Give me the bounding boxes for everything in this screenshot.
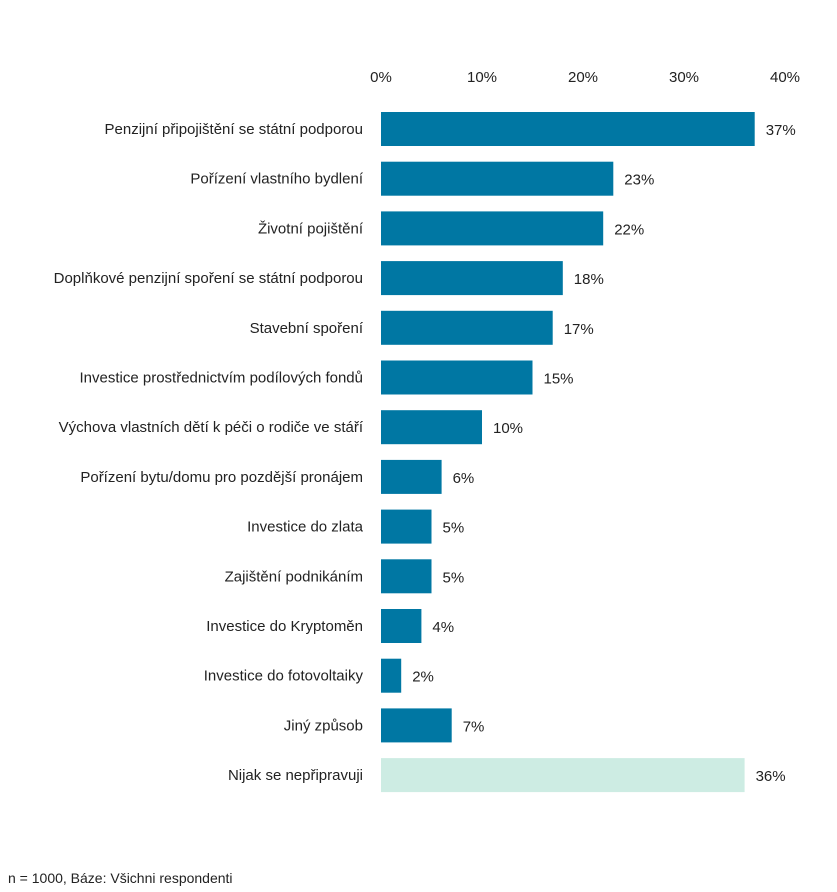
bar bbox=[381, 211, 604, 246]
category-label: Nijak se nepřipravuji bbox=[228, 767, 363, 784]
category-label: Investice do zlata bbox=[247, 519, 364, 536]
data-label: 2% bbox=[412, 669, 434, 686]
x-tick-label: 40% bbox=[770, 69, 800, 86]
category-label: Zajištění podnikáním bbox=[225, 568, 363, 585]
data-label: 6% bbox=[453, 470, 475, 487]
bar bbox=[381, 509, 432, 544]
x-tick-label: 30% bbox=[669, 69, 699, 86]
bar bbox=[381, 261, 563, 296]
bar bbox=[381, 161, 614, 196]
category-label: Investice prostřednictvím podílových fon… bbox=[80, 370, 363, 387]
data-label: 17% bbox=[564, 321, 594, 338]
bar bbox=[381, 559, 432, 594]
bar bbox=[381, 758, 745, 793]
data-label: 10% bbox=[493, 420, 523, 437]
category-label: Pořízení bytu/domu pro pozdější pronájem bbox=[80, 469, 363, 486]
x-tick-label: 20% bbox=[568, 69, 598, 86]
x-tick-label: 10% bbox=[467, 69, 497, 86]
bar bbox=[381, 410, 482, 445]
category-label: Stavební spoření bbox=[250, 320, 364, 337]
data-label: 36% bbox=[756, 768, 786, 785]
bar bbox=[381, 459, 442, 494]
data-label: 5% bbox=[443, 569, 465, 586]
data-label: 4% bbox=[432, 619, 454, 636]
data-label: 7% bbox=[463, 718, 485, 735]
bar bbox=[381, 360, 533, 395]
bar-chart: 0% 10% 20% 30% 40% Penzijní připojištění se s… bbox=[54, 69, 800, 793]
bar bbox=[381, 112, 755, 146]
data-label: 23% bbox=[624, 172, 654, 189]
category-label: Doplňkové penzijní spoření se státní pod… bbox=[54, 270, 363, 287]
data-label: 22% bbox=[614, 221, 644, 238]
bar bbox=[381, 708, 452, 743]
x-tick-label: 0% bbox=[370, 69, 392, 86]
bar bbox=[381, 310, 553, 345]
category-label: Investice do Kryptoměn bbox=[206, 618, 363, 635]
data-label: 5% bbox=[443, 520, 465, 537]
category-label: Životní pojištění bbox=[258, 220, 364, 237]
data-label: 37% bbox=[766, 122, 796, 139]
category-label: Investice do fotovoltaiky bbox=[204, 668, 364, 685]
bar bbox=[381, 658, 402, 693]
category-label: Pořízení vlastního bydlení bbox=[190, 171, 363, 188]
category-label: Jiný způsob bbox=[284, 717, 363, 734]
data-label: 15% bbox=[544, 371, 574, 388]
data-label: 18% bbox=[574, 271, 604, 288]
category-label: Penzijní připojištění se státní podporou bbox=[105, 121, 364, 138]
category-label: Výchova vlastních dětí k péči o rodiče v… bbox=[59, 419, 364, 436]
bar bbox=[381, 609, 422, 643]
footnote: n = 1000, Báze: Všichni respondenti bbox=[8, 870, 233, 886]
